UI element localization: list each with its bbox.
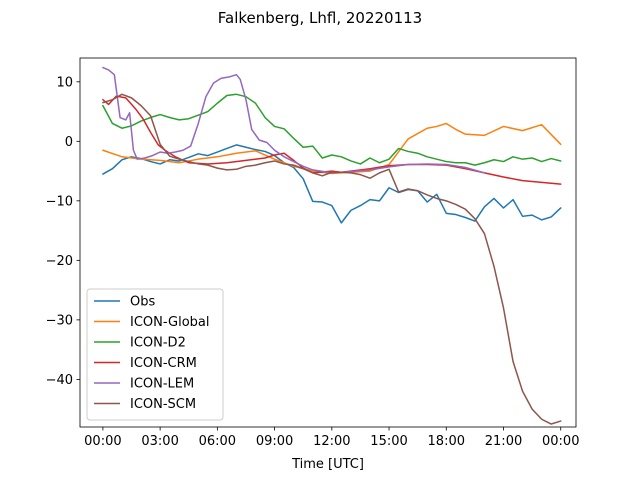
legend-label: ICON-Global	[130, 315, 210, 330]
x-tick-label: 00:00	[542, 434, 579, 449]
series-line-icon-d2	[102, 93, 562, 166]
legend-label: ICON-CRM	[130, 356, 197, 371]
legend-label: Obs	[130, 295, 155, 310]
legend-label: ICON-D2	[130, 336, 186, 351]
x-tick-label: 21:00	[485, 434, 522, 449]
y-tick-label: −20	[46, 254, 73, 269]
x-tick-label: 12:00	[313, 434, 350, 449]
legend-label: ICON-LEM	[130, 377, 194, 392]
y-tick-label: 10	[56, 75, 73, 90]
series-line-icon-scm	[102, 93, 562, 425]
y-tick-label: −10	[46, 194, 73, 209]
series-line-obs	[102, 144, 562, 224]
x-tick-label: 06:00	[199, 434, 236, 449]
series-line-icon-global	[102, 122, 562, 175]
x-tick-label: 00:00	[84, 434, 121, 449]
series-line-icon-crm	[102, 95, 562, 185]
x-axis-label: Time [UTC]	[291, 457, 364, 472]
legend-label: ICON-SCM	[130, 397, 196, 412]
x-tick-label: 03:00	[141, 434, 178, 449]
x-tick-label: 18:00	[428, 434, 465, 449]
y-tick-label: 0	[65, 135, 73, 150]
axes-frame	[79, 57, 577, 428]
y-tick-label: −40	[46, 373, 73, 388]
plot-area	[102, 66, 562, 425]
legend: Obs ICON-Global ICON-D2 ICON-CRM ICON-LEM ICO…	[86, 288, 224, 421]
series-line-icon-lem	[102, 66, 486, 174]
y-tick-label: −30	[46, 313, 73, 328]
chart-title: Falkenberg, Lhfl, 20220113	[218, 9, 422, 27]
x-tick-label: 09:00	[256, 434, 293, 449]
axes: 00:00 03:00 06:00 09:00 12:00 15:00 18:00 21:00…	[46, 57, 579, 449]
x-tick-label: 15:00	[370, 434, 407, 449]
legend-box	[86, 288, 224, 421]
